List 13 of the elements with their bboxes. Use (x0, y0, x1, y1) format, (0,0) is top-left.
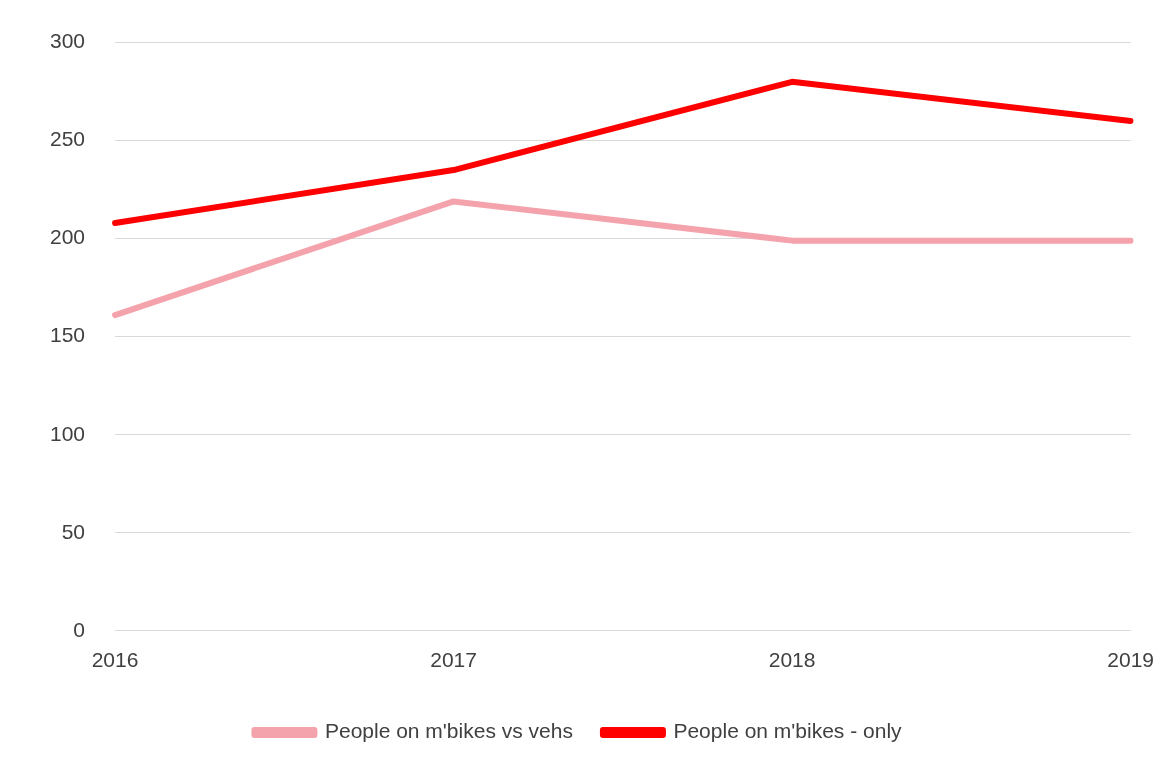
y-tick-label: 0 (73, 617, 86, 641)
y-tick-label: 50 (61, 519, 86, 543)
legend-label: People on m'bikes - only (673, 719, 903, 743)
x-tick-label: 2016 (91, 648, 139, 672)
legend-label: People on m'bikes vs vehs (324, 719, 573, 743)
x-tick-label: 2019 (1107, 648, 1154, 672)
x-tick-label: 2018 (768, 648, 816, 672)
y-tick-label: 200 (49, 225, 86, 249)
x-tick-label: 2017 (430, 648, 477, 672)
y-tick-label: 100 (49, 421, 86, 445)
y-tick-label: 150 (49, 323, 86, 347)
y-tick-label: 300 (49, 29, 86, 53)
y-tick-label: 250 (49, 127, 86, 151)
